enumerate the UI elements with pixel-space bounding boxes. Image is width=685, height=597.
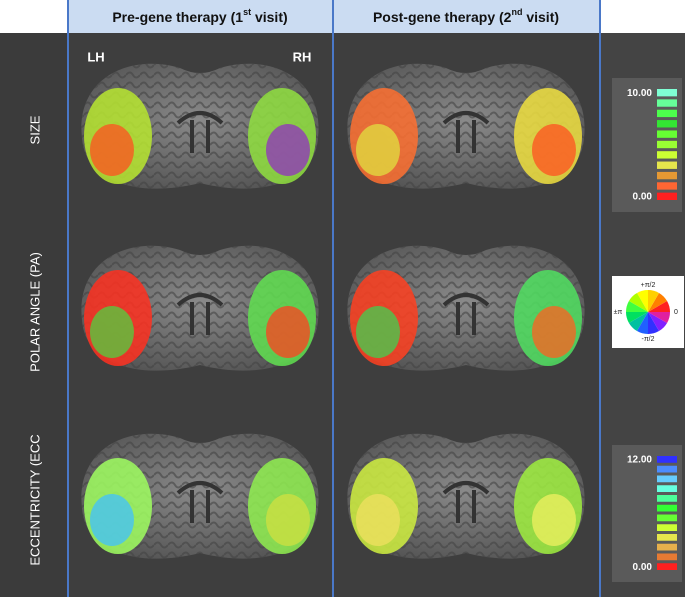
wheel-wedge: [648, 312, 670, 323]
brain: [347, 245, 585, 371]
legend-swatch: [657, 524, 677, 531]
header-text: visit): [251, 9, 288, 25]
legend-swatch: [657, 563, 677, 570]
activation: [532, 124, 576, 176]
brain-panels: [81, 63, 585, 559]
legends: 10.00 0.00 12.00 0.00 +π/2 -π/2 ±π 0: [612, 78, 684, 582]
wheel-wedge: [626, 301, 648, 312]
legend-label: 10.00: [627, 88, 652, 99]
midline: [442, 111, 490, 153]
legend-swatch: [657, 109, 677, 118]
legend-label: 0.00: [633, 191, 653, 202]
row-label: POLAR ANGLE (PA): [27, 252, 42, 372]
header-sup: nd: [511, 7, 522, 17]
row-label: ECCENTRICITY (ECC: [27, 434, 42, 565]
header-text: visit): [522, 9, 559, 25]
wheel-wedge: [637, 290, 648, 312]
legend-label: 0.00: [633, 562, 653, 573]
column-header: Post-gene therapy (2nd visit): [373, 7, 559, 24]
legend-swatch: [657, 475, 677, 483]
legend-swatch: [657, 534, 677, 541]
activation: [266, 124, 310, 176]
brain: [81, 433, 319, 559]
wheel-label: 0: [674, 309, 678, 316]
midline: [176, 111, 224, 153]
midline: [442, 481, 490, 523]
brain: [347, 63, 585, 189]
activation: [266, 306, 310, 358]
legend-swatch: [657, 171, 677, 180]
midline: [176, 481, 224, 523]
legend-swatch: [657, 99, 677, 107]
wheel-label: ±π: [614, 309, 623, 316]
legend-swatch: [657, 504, 677, 512]
activation: [356, 306, 400, 358]
legend-swatch: [657, 465, 677, 473]
activation: [356, 124, 400, 176]
activation: [90, 494, 134, 546]
midline: [442, 293, 490, 335]
activation: [90, 124, 134, 176]
legend-swatch: [657, 485, 677, 492]
wheel-label: -π/2: [642, 336, 655, 343]
midline: [176, 293, 224, 335]
legend-swatch: [657, 151, 677, 159]
header-text: Pre-gene therapy (1: [112, 9, 243, 25]
legend-swatch: [657, 553, 677, 561]
brain: [347, 433, 585, 559]
legend-swatch: [657, 130, 677, 138]
legend-swatch: [657, 161, 677, 169]
legend-swatch: [657, 120, 677, 128]
column-header: Pre-gene therapy (1st visit): [112, 7, 287, 24]
wheel-wedge: [628, 312, 648, 332]
wheel-wedge: [648, 301, 670, 312]
legend-swatch: [657, 89, 677, 97]
wheel-label: +π/2: [641, 282, 656, 289]
column-header-bg: [68, 0, 333, 33]
legend-label: 12.00: [627, 455, 652, 466]
wheel-wedge: [648, 292, 668, 312]
activation: [266, 494, 310, 546]
wheel-wedge: [648, 312, 668, 332]
hemisphere-label: RH: [293, 49, 312, 64]
legend-swatch: [657, 140, 677, 149]
wheel-wedge: [648, 290, 659, 312]
legend-swatch: [657, 543, 677, 551]
header-text: Post-gene therapy (2: [373, 9, 512, 25]
legend-swatch: [657, 514, 677, 522]
legend-swatch: [657, 182, 677, 190]
wheel-wedge: [626, 312, 648, 323]
activation: [356, 494, 400, 546]
wheel-wedge: [628, 292, 648, 312]
activation: [532, 494, 576, 546]
legend-swatch: [657, 192, 677, 200]
header-sup: st: [243, 7, 251, 17]
activation: [532, 306, 576, 358]
wheel-wedge: [648, 312, 659, 334]
activation: [90, 306, 134, 358]
legend-swatch: [657, 456, 677, 463]
legend-swatch: [657, 495, 677, 502]
column-header-bg: [333, 0, 600, 33]
row-label-column: [0, 33, 68, 597]
wheel-wedge: [637, 312, 648, 334]
brain: [81, 63, 319, 189]
brain: [81, 245, 319, 371]
hemisphere-label: LH: [87, 49, 104, 64]
row-label: SIZE: [27, 115, 42, 144]
